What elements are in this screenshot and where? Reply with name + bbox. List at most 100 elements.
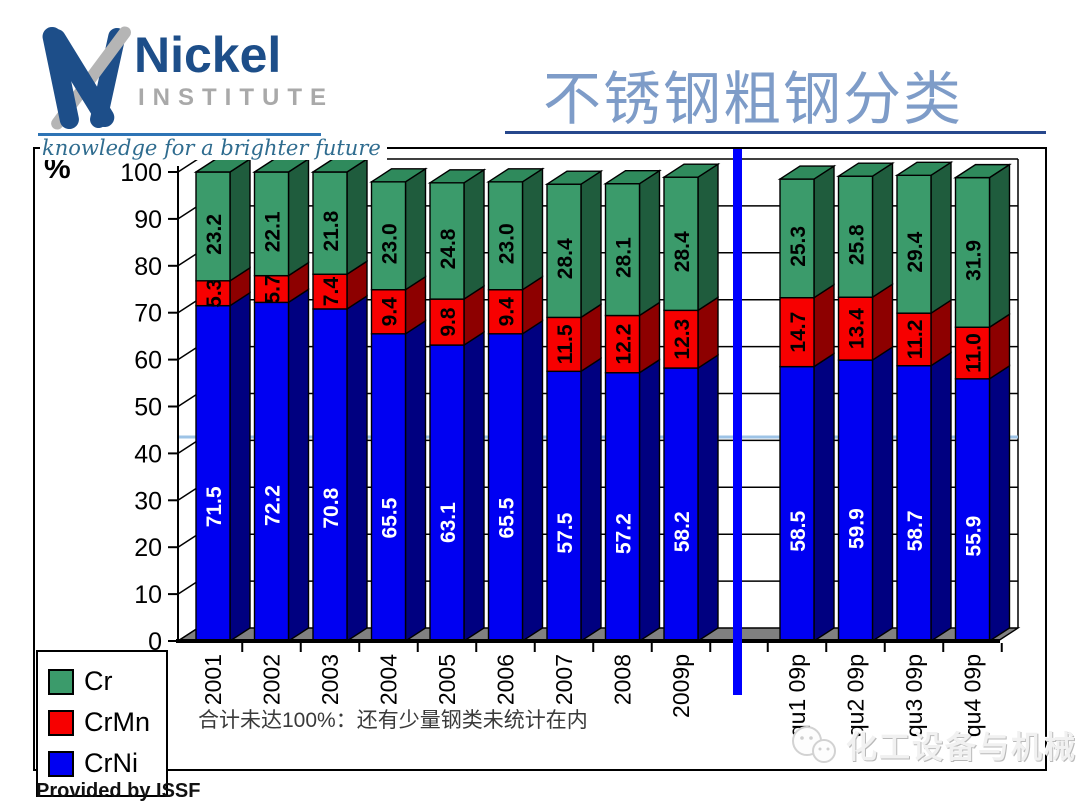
value-label: 5.7 [262, 274, 285, 303]
bar-side-CrNi [463, 330, 485, 643]
bar-top-Cr [369, 168, 428, 183]
value-label: 14.7 [787, 312, 810, 353]
bar-Cr-2007 [546, 183, 582, 319]
bar-top-Cr [777, 165, 837, 180]
x-category-label: 2005 [434, 654, 460, 705]
value-label: 11.2 [904, 320, 927, 360]
x-category-label: qu1 09p [784, 654, 810, 737]
bar-top-Cr [836, 162, 895, 177]
y-tick-diagonal [177, 392, 199, 408]
x-category-label: 2004 [376, 654, 402, 705]
bar-Cr-2003 [312, 171, 348, 275]
watermark: 化工设备与机械 [788, 722, 1077, 767]
y-tick-label: 20 [134, 534, 162, 562]
value-label: 58.2 [671, 511, 694, 552]
bar-side-CrNi [580, 357, 602, 643]
bar-CrNi-qu2 09p [837, 359, 874, 642]
bar-CrMn-qu4 09p [954, 326, 991, 380]
bar-CrNi-2003 [312, 308, 348, 642]
source-credit: Provided by ISSF [36, 780, 201, 802]
y-tick-label: 40 [134, 440, 162, 468]
value-label: 23.2 [203, 214, 226, 255]
bar-side-Cr [988, 163, 1011, 329]
y-tick-diagonal [177, 439, 199, 455]
x-category-label: 2003 [317, 654, 343, 705]
bar-top-Cr [894, 161, 954, 176]
bar-CrNi-2007 [546, 370, 582, 642]
bar-Cr-qu1 09p [779, 178, 815, 299]
bar-side-CrNi [871, 345, 894, 643]
bar-Cr-qu2 09p [837, 175, 874, 298]
y-tick-label: 10 [134, 581, 162, 609]
y-tick-diagonal [177, 252, 199, 267]
value-label: 28.4 [671, 231, 694, 272]
bar-side-Cr [404, 167, 427, 292]
bar-Cr-2005 [429, 182, 465, 300]
bar-side-Cr [521, 167, 544, 292]
bar-side-Cr [638, 169, 661, 317]
bar-top-Cr [603, 170, 662, 185]
bar-Cr-qu4 09p [954, 176, 991, 328]
page-title: 不锈钢粗钢分类 [543, 65, 964, 133]
bar-Cr-2008 [604, 183, 641, 317]
legend-item-crmn: CrMn [48, 707, 166, 738]
bar-top-Cr [427, 169, 487, 184]
bar-side-CrNi [638, 358, 661, 643]
bar-side-Cr [463, 168, 485, 301]
bar-side-Cr [287, 157, 310, 277]
value-label: 59.9 [846, 508, 869, 549]
bar-CrNi-2001 [195, 304, 231, 642]
bar-side-CrNi [346, 294, 368, 643]
y-tick-diagonal [177, 580, 199, 595]
bar-side-Cr [697, 162, 719, 312]
bar-CrMn-qu2 09p [837, 296, 874, 361]
legend-swatch-icon [48, 750, 74, 777]
bar-side-CrNi [521, 319, 544, 643]
bar-CrMn-2008 [604, 314, 641, 374]
watermark-text: 化工设备与机械 [846, 730, 1077, 765]
bar-CrNi-2004 [370, 333, 407, 642]
x-category-label: 2008 [610, 654, 636, 705]
value-label: 9.8 [437, 307, 460, 337]
value-label: 23.0 [379, 223, 402, 264]
value-label: 25.8 [846, 224, 869, 265]
y-tick-label: 50 [134, 394, 162, 422]
value-label: 28.1 [613, 237, 636, 278]
bar-side-Cr [871, 161, 894, 299]
bar-CrMn-2002 [253, 274, 290, 304]
y-tick-diagonal [177, 299, 199, 314]
y-tick-label: 30 [134, 487, 162, 515]
value-label: 9.4 [379, 297, 402, 327]
bar-CrNi-qu3 09p [896, 364, 932, 642]
bar-CrNi-2006 [487, 333, 524, 642]
x-category-label: 2002 [259, 654, 285, 705]
logo-subname: INSTITUTE [138, 84, 334, 111]
value-label: 23.0 [496, 223, 519, 264]
bar-Cr-2004 [370, 181, 407, 291]
bar-CrNi-2008 [604, 372, 641, 642]
legend-label: CrMn [84, 707, 150, 737]
bar-side-CrNi [930, 351, 952, 643]
bar-CrNi-2009p [663, 367, 699, 642]
legend-item-crni: CrNi [48, 748, 166, 779]
value-label: 11.0 [963, 333, 986, 373]
bar-side-CrMn [813, 283, 835, 368]
y-tick-label: 90 [134, 206, 162, 234]
value-label: 12.2 [613, 324, 636, 365]
value-label: 7.4 [320, 277, 343, 307]
bar-top-Cr [544, 170, 604, 185]
bar-side-CrNi [813, 352, 835, 643]
x-category-label: 2001 [200, 654, 226, 705]
bar-side-Cr [930, 160, 952, 315]
bar-CrNi-qu4 09p [954, 378, 991, 642]
bar-CrNi-2002 [253, 301, 290, 642]
value-label: 22.1 [262, 211, 285, 252]
bar-CrMn-qu3 09p [896, 312, 932, 367]
value-label: 65.5 [496, 497, 519, 538]
value-label: 5.3 [203, 279, 226, 308]
x-category-label: 2006 [493, 654, 519, 705]
value-label: 12.3 [671, 319, 694, 360]
value-label: 11.5 [554, 324, 577, 364]
